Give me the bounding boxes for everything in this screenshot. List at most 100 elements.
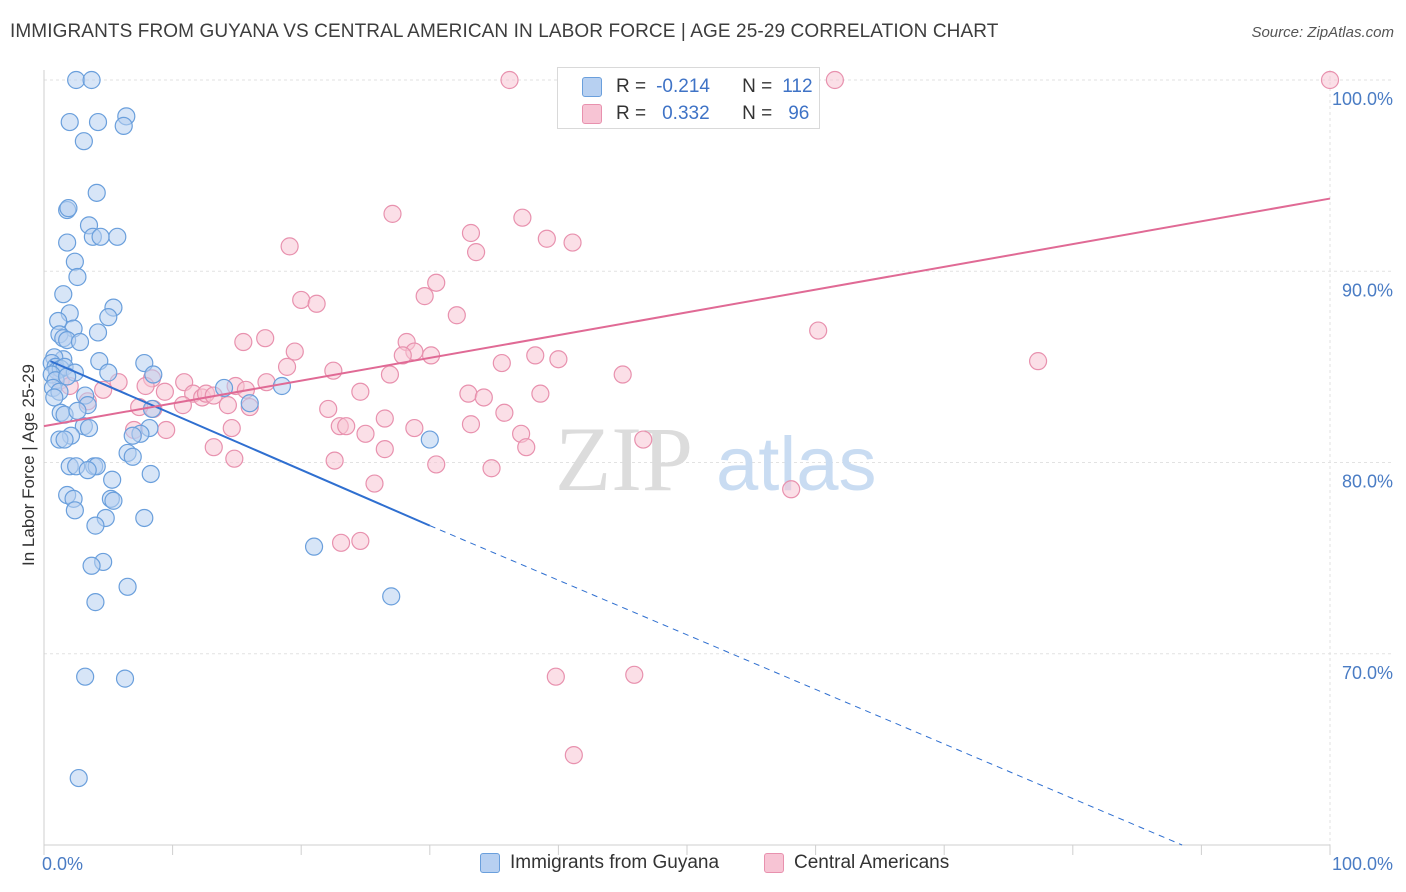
y-axis-label: In Labor Force | Age 25-29 — [19, 364, 38, 566]
point-central-75 — [427, 455, 446, 474]
stats-row-guyana: R = -0.214 N = 112 — [582, 76, 813, 98]
point-guyana-80 — [86, 516, 105, 535]
point-central-13 — [292, 290, 311, 310]
point-guyana-4 — [88, 112, 108, 132]
point-central-2 — [825, 70, 844, 90]
point-central-30 — [380, 365, 400, 384]
point-guyana-17 — [54, 285, 73, 304]
point-guyana-5 — [114, 116, 133, 136]
point-central-10 — [466, 243, 486, 262]
point-guyana-20 — [99, 308, 118, 327]
point-central-62 — [222, 418, 241, 438]
r-value-guyana: -0.214 — [656, 76, 710, 97]
point-guyana-40 — [144, 365, 163, 384]
point-guyana-6 — [74, 132, 93, 151]
x-tick-label-min: 0.0% — [42, 854, 83, 874]
point-guyana-7 — [87, 183, 106, 202]
point-guyana-88 — [115, 669, 135, 688]
point-guyana-1 — [82, 70, 101, 90]
point-guyana-63 — [420, 430, 439, 449]
swatch-blue — [582, 77, 602, 97]
point-guyana-84 — [118, 577, 137, 596]
tick-labels: 70.0% 80.0% 90.0% 100.0% 0.0% 100.0% — [42, 89, 1393, 874]
point-central-12 — [415, 287, 434, 306]
legend-swatch-blue — [480, 853, 500, 873]
point-guyana-86 — [86, 593, 105, 612]
point-central-54 — [218, 396, 237, 415]
point-central-82 — [625, 665, 644, 684]
point-central-78 — [782, 480, 801, 499]
point-guyana-15 — [65, 252, 84, 271]
trend-line-guyana — [50, 360, 431, 527]
point-central-17 — [234, 332, 253, 352]
legend-item-guyana[interactable]: Immigrants from Guyana — [480, 852, 719, 874]
y-tick-label-70: 70.0% — [1342, 663, 1393, 683]
point-guyana-46 — [45, 388, 64, 407]
point-guyana-76 — [104, 491, 123, 510]
point-central-56 — [319, 399, 338, 419]
legend-label-central: Central Americans — [794, 852, 950, 873]
point-central-70 — [204, 438, 223, 457]
point-central-59 — [375, 409, 394, 428]
point-central-6 — [461, 223, 481, 243]
n-value-central: 96 — [788, 103, 810, 124]
point-central-73 — [225, 449, 244, 468]
point-central-76 — [482, 459, 501, 478]
r-value-central: 0.332 — [662, 103, 710, 124]
y-tick-label-80: 80.0% — [1342, 472, 1393, 492]
point-guyana-87 — [76, 667, 95, 686]
point-central-72 — [517, 438, 536, 457]
point-central-14 — [307, 294, 326, 313]
point-central-50 — [531, 384, 550, 403]
point-central-22 — [421, 346, 441, 365]
stats-row-central: R = 0.332 N = 96 — [582, 103, 809, 125]
point-central-9 — [280, 237, 299, 256]
watermark: ZIP atlas — [555, 408, 877, 510]
point-central-25 — [549, 350, 568, 369]
point-guyana-65 — [123, 447, 142, 466]
point-central-3 — [1320, 70, 1340, 90]
point-guyana-62 — [55, 430, 74, 449]
n-label: N = — [742, 103, 773, 124]
point-central-48 — [459, 384, 478, 403]
point-guyana-16 — [68, 267, 87, 287]
trend-line-central — [43, 197, 1331, 428]
legend-item-central[interactable]: Central Americans — [764, 852, 949, 874]
bottom-legend: Immigrants from Guyana Central Americans — [0, 852, 1406, 878]
point-central-4 — [383, 204, 402, 223]
point-central-79 — [331, 533, 351, 552]
point-central-58 — [495, 403, 514, 422]
point-guyana-47 — [214, 378, 234, 398]
point-central-27 — [492, 353, 511, 373]
point-central-23 — [393, 346, 412, 365]
point-guyana-70 — [78, 461, 97, 480]
point-central-80 — [351, 531, 370, 551]
point-central-61 — [157, 420, 176, 440]
point-guyana-81 — [304, 537, 324, 556]
point-central-24 — [526, 346, 545, 365]
point-central-5 — [513, 208, 532, 227]
point-guyana-79 — [135, 508, 154, 528]
point-central-64 — [337, 417, 356, 436]
point-central-41 — [155, 382, 174, 401]
point-guyana-38 — [99, 363, 118, 382]
point-central-81 — [546, 667, 565, 686]
point-guyana-11 — [108, 227, 127, 246]
point-central-11 — [427, 273, 446, 292]
point-central-49 — [474, 388, 493, 407]
point-guyana-89 — [69, 768, 88, 788]
chart-title: IMMIGRANTS FROM GUYANA VS CENTRAL AMERIC… — [10, 21, 999, 42]
point-guyana-72 — [103, 470, 122, 489]
point-central-77 — [365, 474, 384, 493]
r-label: R = — [616, 76, 647, 97]
point-central-28 — [277, 357, 297, 376]
point-central-26 — [1028, 352, 1048, 371]
point-central-67 — [461, 415, 481, 434]
n-value-guyana: 112 — [782, 76, 813, 97]
point-central-66 — [356, 424, 375, 443]
swatch-pink — [582, 104, 602, 124]
watermark-zip: ZIP — [555, 408, 693, 510]
series-guyana — [42, 70, 439, 788]
point-guyana-3 — [60, 112, 79, 132]
